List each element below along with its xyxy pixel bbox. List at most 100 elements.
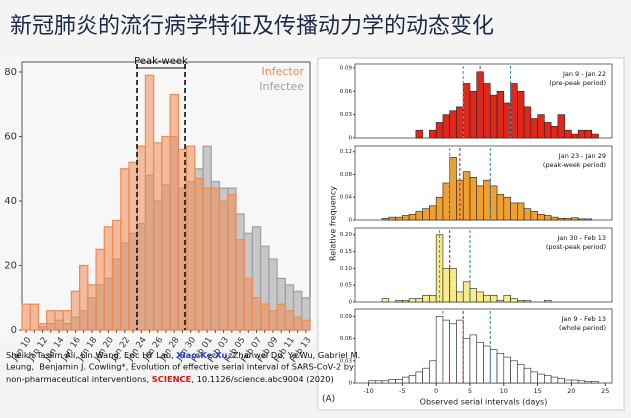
y-tick-label: 0.08 bbox=[340, 172, 353, 178]
bar bbox=[284, 310, 295, 331]
histogram-bar bbox=[550, 126, 559, 139]
citation-journal: SCIENCE bbox=[152, 374, 192, 384]
bar bbox=[29, 303, 40, 331]
histogram-bar bbox=[422, 294, 430, 303]
x-tick-label: 10 bbox=[500, 387, 508, 395]
y-tick-label: 40 bbox=[4, 196, 17, 207]
histogram-bar bbox=[429, 205, 437, 221]
y-tick-label: 0.15 bbox=[340, 249, 353, 255]
histogram-bar bbox=[544, 215, 552, 221]
histogram-bar bbox=[462, 338, 471, 384]
histogram-bar bbox=[456, 319, 464, 384]
y-tick-label: 0 bbox=[11, 325, 17, 336]
y-tick-label: 60 bbox=[4, 132, 17, 143]
histogram-bar bbox=[483, 83, 491, 139]
x-tick-label: 20 bbox=[567, 387, 575, 395]
bar bbox=[46, 310, 56, 331]
histogram-bar bbox=[510, 360, 518, 384]
bar bbox=[243, 277, 254, 331]
y-tick-label: 0 bbox=[349, 218, 353, 224]
x-tick-label: -5 bbox=[399, 387, 405, 395]
bar bbox=[136, 145, 147, 331]
y-tick-label: 0.03 bbox=[340, 358, 353, 364]
histogram-bar bbox=[503, 102, 511, 139]
histogram-bar bbox=[564, 129, 572, 139]
bar bbox=[227, 193, 237, 331]
bar bbox=[161, 135, 171, 331]
histogram-bar bbox=[469, 90, 478, 139]
bar bbox=[301, 319, 311, 331]
histogram-bar bbox=[571, 133, 579, 139]
histogram-bar bbox=[462, 83, 471, 139]
y-tick-label: 0.09 bbox=[340, 65, 353, 71]
histogram-bar bbox=[402, 376, 410, 384]
panel-title: Jan 9 - Jan 22 bbox=[562, 70, 606, 78]
histogram-bar bbox=[517, 300, 525, 303]
y-tick-label: 0.05 bbox=[340, 283, 353, 289]
bar bbox=[169, 93, 179, 331]
histogram-bar bbox=[577, 129, 586, 139]
histogram-bar bbox=[442, 114, 450, 139]
histogram-bar bbox=[503, 294, 511, 303]
histogram-bar bbox=[530, 371, 538, 384]
histogram-bar bbox=[374, 380, 383, 384]
histogram-bar bbox=[483, 294, 491, 303]
histogram-bar bbox=[388, 216, 396, 221]
bar bbox=[95, 248, 105, 331]
histogram-bar bbox=[550, 376, 559, 384]
histogram-bar bbox=[442, 182, 450, 221]
histogram-bar bbox=[557, 378, 565, 384]
histogram-bar bbox=[523, 208, 532, 221]
histogram-bar bbox=[381, 217, 390, 221]
histogram-bar bbox=[429, 360, 437, 384]
right-chart: 0 0.03 0.06 0.09 Jan 9 - Jan 22(pre-peak per… bbox=[329, 63, 613, 407]
bar bbox=[235, 239, 245, 331]
y-tick-label: 0 bbox=[349, 300, 353, 306]
histogram-bar bbox=[395, 300, 403, 303]
y-tick-label: 20 bbox=[4, 261, 17, 272]
legend-label: Infector bbox=[262, 65, 305, 78]
bar bbox=[144, 74, 155, 331]
bar bbox=[185, 145, 196, 331]
histogram-bar bbox=[517, 364, 525, 384]
bar bbox=[21, 303, 31, 331]
histogram-bar bbox=[469, 334, 478, 384]
histogram-bar bbox=[523, 367, 532, 384]
histogram-bar bbox=[388, 378, 396, 384]
histogram-bar bbox=[496, 194, 505, 221]
x-tick-label: 5 bbox=[468, 387, 472, 395]
histogram-bar bbox=[442, 319, 450, 384]
histogram-bar bbox=[483, 345, 491, 384]
histogram-bar bbox=[530, 118, 538, 139]
histogram-bar bbox=[557, 114, 565, 139]
histogram-bar bbox=[415, 211, 423, 221]
y-tick-label: 0.04 bbox=[340, 195, 353, 201]
bar bbox=[276, 303, 286, 331]
histogram-bar bbox=[368, 380, 376, 384]
bar bbox=[194, 177, 204, 331]
x-tick-label: 15 bbox=[533, 387, 541, 395]
histogram-bar bbox=[496, 90, 505, 139]
histogram-bar bbox=[544, 375, 552, 384]
panel-subtitle: (whole period) bbox=[559, 324, 606, 332]
histogram-bar bbox=[550, 216, 559, 221]
bar bbox=[268, 310, 278, 331]
citation-line: non-pharmaceutical interventions, SCIENC… bbox=[6, 374, 334, 384]
histogram-bar bbox=[496, 300, 505, 303]
histogram-bar bbox=[415, 298, 423, 303]
histogram-bar bbox=[483, 179, 491, 221]
histogram-bar bbox=[537, 214, 545, 221]
histogram-bar bbox=[449, 323, 457, 384]
bar bbox=[103, 226, 114, 331]
histogram-bar bbox=[476, 185, 484, 221]
histogram-bar bbox=[523, 300, 532, 303]
histogram-bar bbox=[395, 378, 403, 384]
y-tick-label: 0.06 bbox=[340, 336, 353, 342]
histogram-bar bbox=[557, 217, 565, 221]
histogram-bar bbox=[517, 202, 525, 221]
histogram-bar bbox=[435, 316, 444, 384]
citation-author-highlight: Xiao-Ke Xu bbox=[176, 350, 227, 360]
histogram-bar bbox=[584, 381, 593, 384]
histogram-bar bbox=[544, 122, 552, 139]
